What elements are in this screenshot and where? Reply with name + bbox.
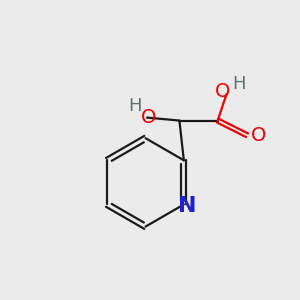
- Text: O: O: [214, 82, 230, 101]
- Text: O: O: [141, 108, 156, 127]
- Text: H: H: [128, 98, 141, 116]
- Text: N: N: [178, 196, 196, 216]
- Text: H: H: [232, 75, 246, 93]
- Text: O: O: [250, 126, 266, 145]
